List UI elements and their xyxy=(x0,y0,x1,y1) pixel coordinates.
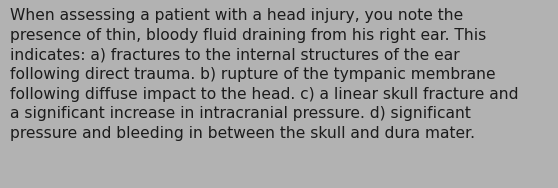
Text: When assessing a patient with a head injury, you note the
presence of thin, bloo: When assessing a patient with a head inj… xyxy=(10,8,518,141)
